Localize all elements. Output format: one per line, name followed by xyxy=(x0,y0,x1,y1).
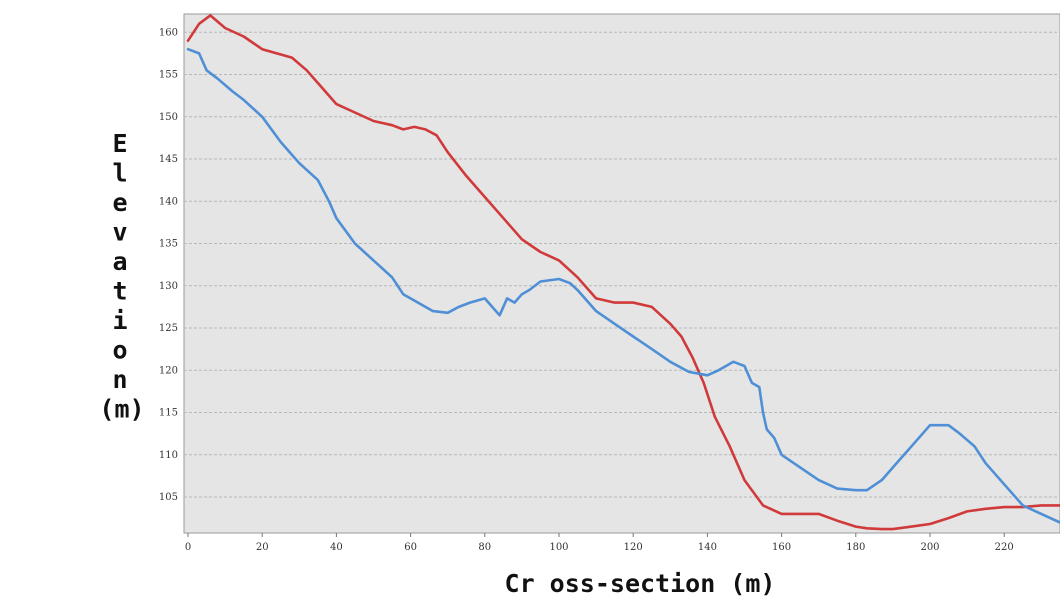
series-line-2 xyxy=(186,47,1060,524)
series-line-1 xyxy=(186,14,1060,531)
y-axis-label-letter: t xyxy=(112,277,127,306)
x-tick-label: 80 xyxy=(478,542,491,553)
x-tick-label: 120 xyxy=(624,542,643,553)
x-tick-labels: 0 20 40 60 80 100 120 140 160 180 200 220 xyxy=(185,533,1014,553)
y-axis-label-letter: l xyxy=(112,159,127,188)
x-tick-label: 40 xyxy=(330,542,343,553)
y-tick-label: 110 xyxy=(159,450,178,461)
x-tick-label: 0 xyxy=(185,542,191,553)
y-tick-label: 130 xyxy=(159,281,178,292)
x-tick-label: 60 xyxy=(404,542,417,553)
x-tick-label: 160 xyxy=(772,542,791,553)
y-axis-label-letter: e xyxy=(112,188,127,217)
y-tick-label: 155 xyxy=(159,70,178,81)
y-axis-label-letter: v xyxy=(112,218,127,247)
y-tick-labels: 105 110 115 120 125 130 135 140 145 150 155 160 xyxy=(159,27,178,503)
y-tick-label: 120 xyxy=(159,365,178,376)
y-tick-label: 125 xyxy=(159,323,178,334)
y-tick-label: 135 xyxy=(159,239,178,250)
y-tick-label: 140 xyxy=(159,196,178,207)
y-axis-label-letter: i xyxy=(112,306,127,335)
y-axis-label-letter: n xyxy=(112,365,127,394)
y-tick-label: 115 xyxy=(159,408,178,419)
plot-area xyxy=(183,13,1060,534)
x-tick-label: 200 xyxy=(920,542,939,553)
y-axis-label-unit: (m) xyxy=(99,395,144,424)
y-tick-label: 105 xyxy=(159,492,178,503)
series-lines xyxy=(186,14,1060,531)
y-tick-label: 160 xyxy=(159,27,178,38)
y-axis-label-letter: a xyxy=(112,247,127,276)
x-tick-label: 180 xyxy=(846,542,865,553)
x-tick-label: 220 xyxy=(995,542,1014,553)
y-tick-label: 145 xyxy=(159,154,178,165)
y-tick-label: 150 xyxy=(159,112,178,123)
x-tick-label: 100 xyxy=(549,542,568,553)
x-axis-label: Cr oss-section (m) xyxy=(505,569,776,598)
x-tick-label: 20 xyxy=(256,542,269,553)
x-tick-label: 140 xyxy=(698,542,717,553)
y-axis-label-letter: E xyxy=(112,129,127,158)
y-axis-label-letter: o xyxy=(112,336,127,365)
